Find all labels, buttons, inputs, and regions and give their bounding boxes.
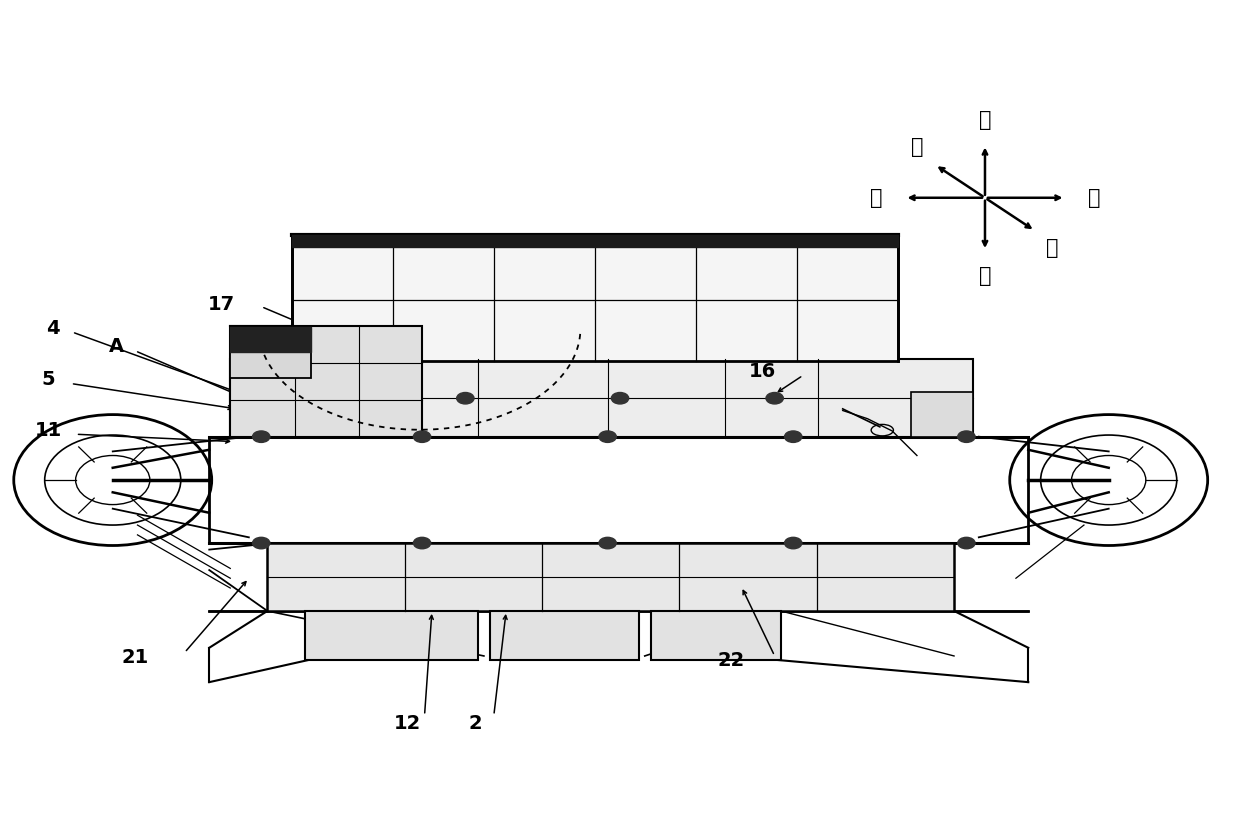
- Text: 22: 22: [718, 650, 745, 670]
- Text: 5: 5: [42, 370, 56, 389]
- Circle shape: [413, 431, 430, 443]
- Circle shape: [253, 537, 270, 548]
- Text: 下: 下: [978, 266, 991, 286]
- Text: 21: 21: [122, 648, 149, 667]
- Text: A: A: [109, 337, 124, 356]
- Text: 11: 11: [35, 420, 62, 439]
- FancyBboxPatch shape: [231, 326, 422, 437]
- Circle shape: [599, 537, 616, 548]
- Circle shape: [785, 431, 802, 443]
- Circle shape: [599, 431, 616, 443]
- Text: 左: 左: [869, 188, 883, 208]
- Circle shape: [413, 537, 430, 548]
- Text: 12: 12: [393, 713, 420, 732]
- Text: 17: 17: [208, 295, 236, 314]
- Text: 14: 14: [520, 266, 547, 285]
- Text: 15: 15: [332, 280, 358, 299]
- Text: 4: 4: [47, 319, 61, 338]
- Circle shape: [957, 537, 975, 548]
- FancyBboxPatch shape: [305, 611, 477, 660]
- Text: 右: 右: [1087, 188, 1100, 208]
- Text: 后: 后: [911, 137, 924, 158]
- FancyBboxPatch shape: [651, 611, 781, 660]
- Text: 前: 前: [1047, 238, 1059, 259]
- FancyBboxPatch shape: [268, 543, 954, 611]
- Circle shape: [456, 392, 474, 404]
- Text: 上: 上: [978, 110, 991, 130]
- FancyBboxPatch shape: [231, 359, 972, 437]
- FancyBboxPatch shape: [231, 327, 311, 378]
- FancyBboxPatch shape: [490, 611, 639, 660]
- Text: 16: 16: [749, 362, 776, 381]
- Circle shape: [766, 392, 784, 404]
- Circle shape: [957, 431, 975, 443]
- Circle shape: [253, 431, 270, 443]
- Circle shape: [785, 537, 802, 548]
- FancyBboxPatch shape: [293, 235, 898, 361]
- Circle shape: [611, 392, 629, 404]
- Text: 2: 2: [469, 713, 482, 732]
- FancyBboxPatch shape: [910, 392, 972, 437]
